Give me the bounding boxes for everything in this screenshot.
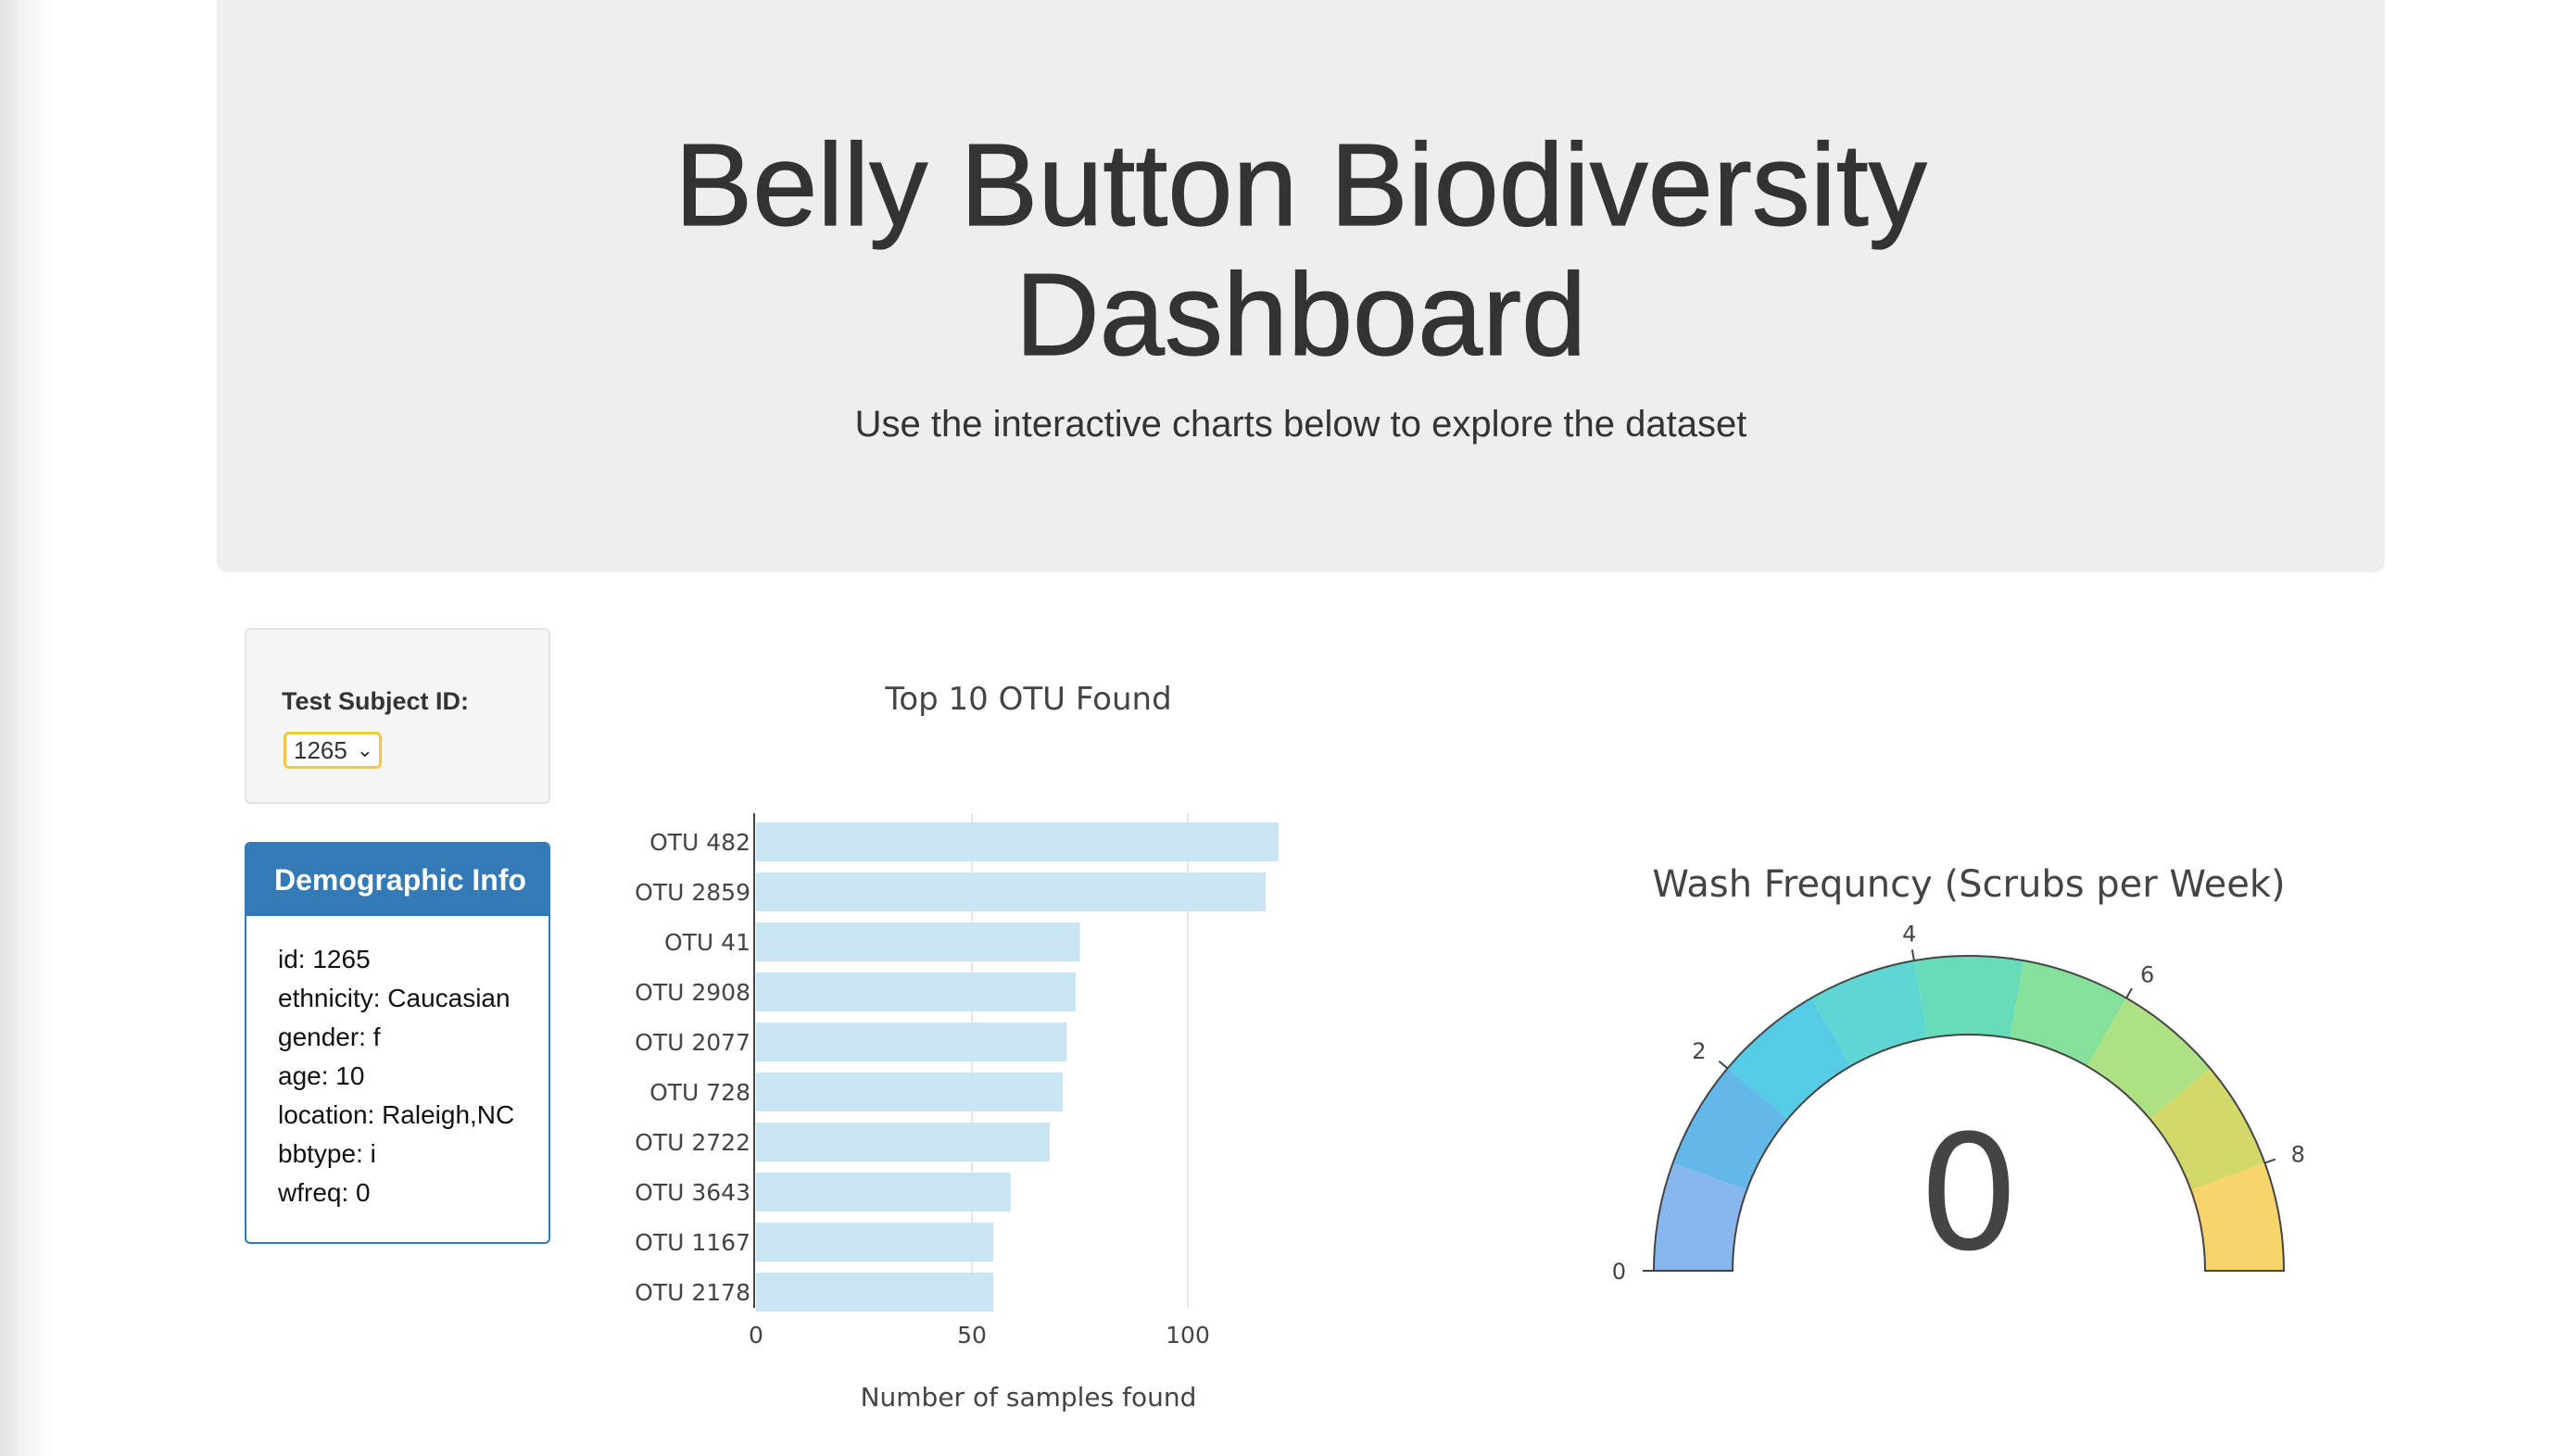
bar-chart-bar[interactable]	[756, 1123, 1050, 1161]
bar-chart-bar[interactable]	[756, 1073, 1063, 1111]
gauge-step-segment	[1913, 956, 2024, 1038]
page-title-line2: Dashboard	[1015, 249, 1587, 380]
bar-chart-category-label: OTU 2077	[635, 1029, 750, 1056]
page-title: Belly Button Biodiversity Dashboard	[217, 119, 2385, 380]
bar-chart-category-label: OTU 3643	[635, 1179, 750, 1206]
wash-frequency-gauge[interactable]: Wash Frequncy (Scrubs per Week) 0 2 4 6 8 0	[1612, 834, 2353, 1315]
page-title-line1: Belly Button Biodiversity	[675, 119, 1928, 250]
bar-chart-category-label: OTU 1167	[635, 1229, 750, 1256]
gauge-step-segment	[2087, 998, 2211, 1120]
bar-chart-bar[interactable]	[756, 973, 1076, 1011]
top10-otu-bar-chart[interactable]: Top 10 OTU Found Number of samples found…	[593, 648, 1297, 1445]
bar-chart-x-tick-label: 0	[749, 1322, 763, 1349]
bar-chart-x-tick-label: 100	[1166, 1322, 1210, 1349]
bar-chart-category-label: OTU 728	[649, 1079, 750, 1106]
subject-id-value: 1265	[294, 736, 347, 764]
chevron-down-icon: ⌄	[356, 738, 373, 761]
demographic-line: gender: f	[278, 1023, 381, 1051]
bar-chart-title: Top 10 OTU Found	[884, 681, 1171, 718]
gauge-tick-label: 2	[1692, 1038, 1706, 1064]
bar-chart-category-label: OTU 2908	[635, 979, 750, 1006]
bar-chart-x-axis-label: Number of samples found	[861, 1382, 1197, 1412]
subject-selector-well: Test Subject ID: 1265 ⌄	[245, 628, 550, 804]
demographic-line: wfreq: 0	[278, 1178, 371, 1207]
bar-chart-category-label: OTU 482	[649, 829, 750, 856]
gauge-step-segment	[2150, 1068, 2265, 1190]
header-jumbotron: Belly Button Biodiversity Dashboard Use …	[217, 0, 2385, 572]
gauge-step-segment	[1727, 998, 1851, 1120]
page-subtitle: Use the interactive charts below to expl…	[854, 404, 1747, 445]
gauge-value-number: 0	[1918, 1100, 2019, 1287]
bar-chart-bar[interactable]	[756, 1223, 994, 1261]
gauge-tick-mark	[1718, 1060, 1729, 1070]
bar-chart-x-tick-label: 50	[957, 1322, 987, 1349]
subject-id-select[interactable]: 1265 ⌄	[284, 732, 382, 769]
bar-chart-bar[interactable]	[756, 822, 1279, 861]
gauge-tick-label: 4	[1902, 922, 1916, 948]
demographic-line: bbtype: i	[278, 1139, 376, 1168]
bar-chart-bar[interactable]	[756, 1173, 1011, 1211]
gauge-step-segment	[1672, 1068, 1788, 1190]
gauge-tick-label: 6	[2140, 962, 2154, 988]
bar-chart-category-label: OTU 2178	[635, 1279, 750, 1306]
gauge-tick-mark	[2125, 987, 2133, 999]
gauge-outline	[1652, 955, 2286, 1272]
gauge-step-segment	[2010, 960, 2126, 1067]
demographic-line: age: 10	[278, 1061, 365, 1090]
bar-chart-category-label: OTU 2722	[635, 1129, 750, 1156]
demographic-line: id: 1265	[278, 945, 371, 973]
demographic-panel-heading: Demographic Info	[246, 844, 548, 916]
bar-chart-bar[interactable]	[756, 1273, 994, 1312]
gauge-tick-label: 8	[2291, 1141, 2305, 1167]
gauge-step-segment	[1654, 1162, 1747, 1271]
window-edge-shadow	[0, 0, 52, 1456]
bar-chart-bar[interactable]	[756, 1023, 1067, 1061]
demographic-panel-body: id: 1265 ethnicity: Caucasian gender: f …	[246, 916, 548, 1212]
bar-chart-category-label: OTU 41	[664, 929, 750, 956]
gauge-step-segment	[2190, 1162, 2284, 1271]
bar-chart-category-label: OTU 2859	[635, 879, 750, 906]
gauge-step-segment	[1811, 960, 1928, 1067]
bar-chart-bar[interactable]	[756, 923, 1080, 961]
gauge-tick-mark	[1910, 949, 1915, 961]
demographic-line: location: Raleigh,NC	[278, 1100, 515, 1129]
gauge-tick-label: 0	[1612, 1259, 1626, 1285]
demographic-line: ethnicity: Caucasian	[278, 984, 511, 1012]
gauge-title: Wash Frequncy (Scrubs per Week)	[1652, 863, 2285, 906]
demographic-panel: Demographic Info id: 1265 ethnicity: Cau…	[245, 842, 550, 1244]
gauge-tick-mark	[2264, 1158, 2276, 1164]
subject-id-label: Test Subject ID:	[282, 687, 470, 715]
bar-chart-bar[interactable]	[756, 872, 1266, 911]
